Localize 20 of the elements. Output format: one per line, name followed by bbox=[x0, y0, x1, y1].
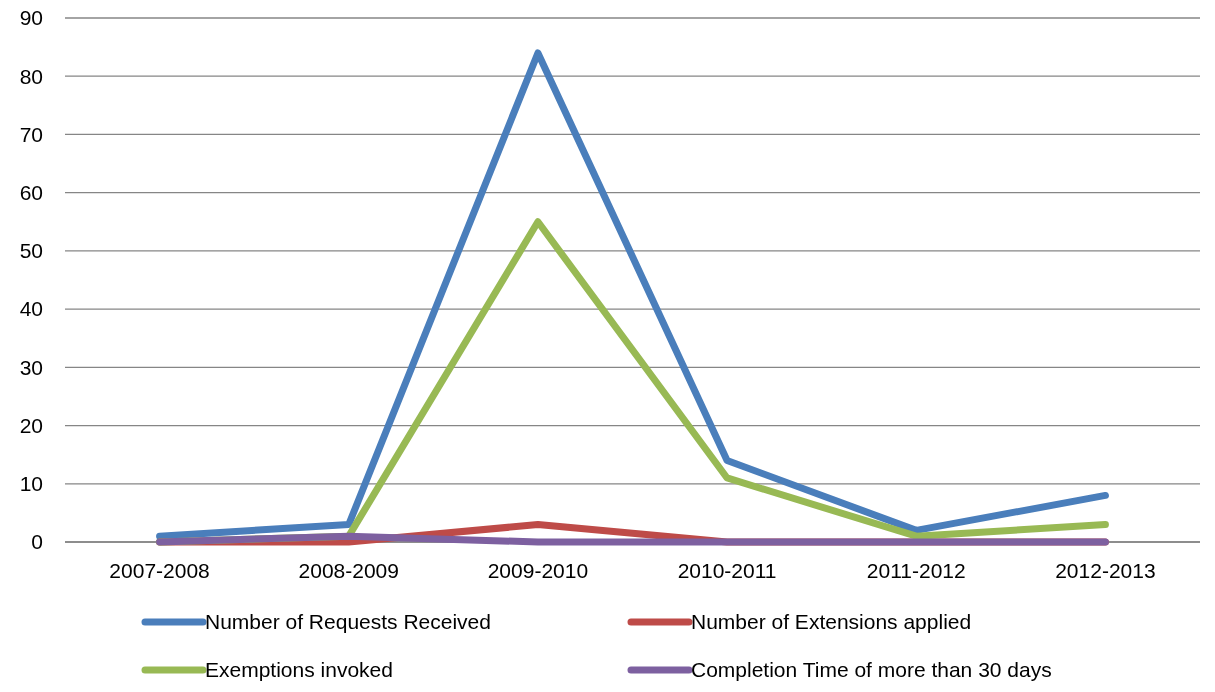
y-tick-label: 10 bbox=[19, 472, 43, 496]
x-tick-label: 2010-2011 bbox=[677, 559, 777, 582]
x-tick-label: 2009-2010 bbox=[487, 559, 589, 582]
x-tick-label: 2012-2013 bbox=[1055, 559, 1156, 582]
legend-label: Completion Time of more than 30 days bbox=[691, 658, 1052, 682]
x-tick-label: 2008-2009 bbox=[298, 559, 399, 582]
legend-label: Number of Extensions applied bbox=[691, 610, 972, 634]
x-tick-label: 2011-2012 bbox=[866, 559, 966, 582]
y-tick-label: 70 bbox=[19, 122, 43, 146]
legend-label: Exemptions invoked bbox=[205, 658, 393, 682]
y-tick-label: 20 bbox=[19, 413, 43, 437]
x-tick-label: 2007-2008 bbox=[109, 559, 210, 582]
y-tick-label: 30 bbox=[19, 355, 43, 379]
y-tick-label: 50 bbox=[19, 239, 43, 263]
y-tick-label: 40 bbox=[19, 297, 43, 321]
y-tick-label: 60 bbox=[19, 181, 43, 205]
y-tick-label: 0 bbox=[31, 530, 43, 554]
y-tick-label: 80 bbox=[19, 64, 43, 88]
y-tick-label: 90 bbox=[19, 6, 43, 30]
legend-label: Number of Requests Received bbox=[205, 610, 491, 634]
